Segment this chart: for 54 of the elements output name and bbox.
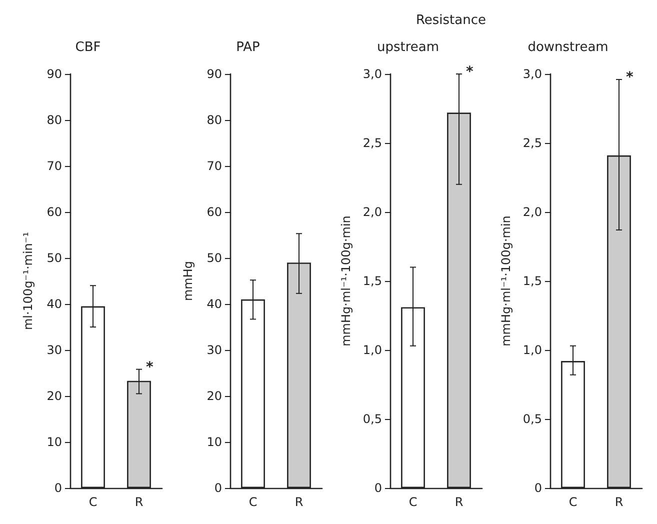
y-tick-label: 0,5 [362, 412, 382, 426]
y-tick-label: 0 [374, 481, 382, 495]
x-tick-label: C [408, 495, 418, 509]
y-tick-label: 2,0 [362, 205, 382, 219]
y-tick-label: 60 [46, 205, 62, 219]
x-tick-label: R [454, 495, 464, 509]
y-tick-label: 0 [534, 481, 542, 495]
x-tick-label: R [614, 495, 624, 509]
chart-title: PAP [236, 40, 260, 55]
x-tick-label: C [568, 495, 578, 509]
x-tick-label: C [248, 495, 258, 509]
y-tick-label: 20 [46, 389, 62, 403]
y-tick-label: 0 [54, 481, 62, 495]
annotation: * [146, 359, 154, 376]
y-tick-label: 10 [206, 435, 222, 449]
y-tick-label: 50 [206, 251, 222, 265]
y-tick-label: 2,0 [522, 205, 542, 219]
y-tick-label: 2,5 [362, 136, 382, 150]
y-tick-label: 50 [46, 251, 62, 265]
y-tick-label: 3,0 [522, 67, 542, 81]
y-axis-title: mmHg·ml⁻¹·100g·min [339, 216, 354, 346]
x-tick-label: R [294, 495, 304, 509]
y-tick-label: 20 [206, 389, 222, 403]
x-tick-label: R [134, 495, 144, 509]
y-axis-title: mmHg [181, 260, 195, 302]
y-tick-label: 30 [46, 343, 62, 357]
y-axis-title: ml·100g⁻¹·min⁻¹ [21, 232, 35, 330]
x-tick-label: C [88, 495, 98, 509]
y-tick-label: 40 [46, 297, 62, 311]
annotation: * [626, 70, 634, 86]
y-tick-label: 80 [46, 113, 62, 127]
y-tick-label: 80 [206, 113, 222, 127]
y-tick-label: 0 [214, 481, 222, 495]
y-tick-label: 2,5 [522, 136, 542, 150]
y-tick-label: 1,0 [522, 343, 542, 357]
y-tick-label: 1,0 [362, 343, 382, 357]
text: Resistance [416, 13, 486, 28]
y-tick-label: 70 [46, 159, 62, 173]
y-tick-label: 70 [206, 159, 222, 173]
y-tick-label: 0,5 [522, 412, 542, 426]
chart-title: CBF [75, 40, 101, 55]
y-tick-label: 10 [46, 435, 62, 449]
y-tick-label: 60 [206, 205, 222, 219]
y-tick-label: 30 [206, 343, 222, 357]
y-tick-label: 90 [46, 67, 62, 81]
annotation: * [466, 64, 474, 80]
y-tick-label: 3,0 [362, 67, 382, 81]
y-tick-label: 1,5 [362, 274, 382, 288]
y-axis-title: mmHg·ml⁻¹·100g·min [499, 216, 514, 346]
y-tick-label: 40 [206, 297, 222, 311]
y-tick-label: 1,5 [522, 274, 542, 288]
chart-title: downstream [528, 40, 608, 55]
chart-title: upstream [376, 40, 440, 55]
y-tick-label: 90 [206, 67, 222, 81]
